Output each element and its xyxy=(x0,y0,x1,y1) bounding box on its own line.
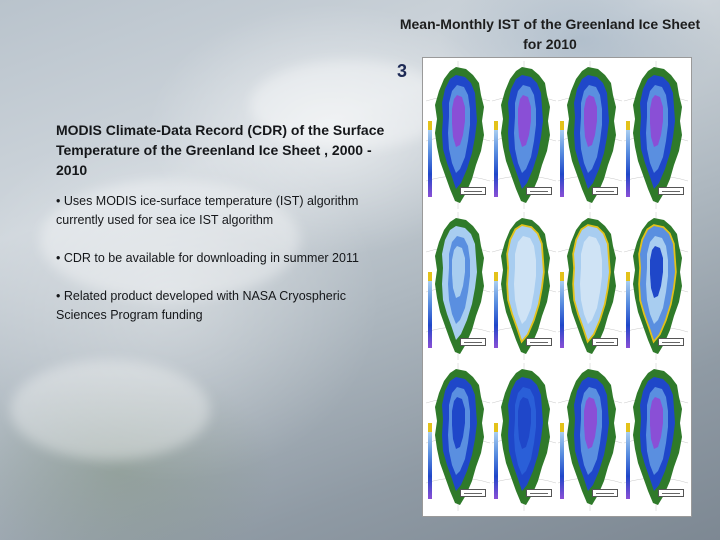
greenland-map xyxy=(558,363,622,511)
map-panel-august xyxy=(624,212,688,360)
month-label-box xyxy=(658,489,684,497)
color-legend-bar xyxy=(626,272,630,348)
month-label-box xyxy=(526,187,552,195)
color-legend-bar xyxy=(494,121,498,197)
map-panel-january xyxy=(426,61,490,209)
map-panel-may xyxy=(426,212,490,360)
month-label-box xyxy=(658,187,684,195)
greenland-map xyxy=(492,61,556,209)
monthly-map-grid xyxy=(422,57,692,517)
map-panel-december xyxy=(624,363,688,511)
map-panel-october xyxy=(492,363,556,511)
color-legend-bar xyxy=(560,121,564,197)
month-label-box xyxy=(592,489,618,497)
text-block: MODIS Climate-Data Record (CDR) of the S… xyxy=(56,120,386,344)
map-panel-july xyxy=(558,212,622,360)
color-legend-bar xyxy=(428,272,432,348)
month-label-box xyxy=(592,338,618,346)
greenland-map xyxy=(558,61,622,209)
month-label-box xyxy=(460,489,486,497)
color-legend-bar xyxy=(428,423,432,499)
month-label-box xyxy=(592,187,618,195)
bullet-item: • Related product developed with NASA Cr… xyxy=(56,289,346,322)
color-legend-bar xyxy=(560,423,564,499)
slide-title: Mean-Monthly IST of the Greenland Ice Sh… xyxy=(399,16,701,52)
map-panel-june xyxy=(492,212,556,360)
greenland-map xyxy=(558,212,622,360)
greenland-map xyxy=(492,363,556,511)
month-label-box xyxy=(526,338,552,346)
color-legend-bar xyxy=(494,272,498,348)
cloud-shape xyxy=(40,180,300,300)
greenland-map xyxy=(624,363,688,511)
map-panel-april xyxy=(624,61,688,209)
greenland-map xyxy=(624,61,688,209)
bullet-item: • Uses MODIS ice-surface temperature (IS… xyxy=(56,194,359,227)
greenland-map xyxy=(624,212,688,360)
greenland-map xyxy=(492,212,556,360)
cloud-shape xyxy=(250,60,450,150)
map-panel-february xyxy=(492,61,556,209)
map-panel-september xyxy=(426,363,490,511)
slide-number: 3 xyxy=(397,61,408,81)
month-label-box xyxy=(460,187,486,195)
month-label-box xyxy=(526,489,552,497)
color-legend-bar xyxy=(428,121,432,197)
map-panel-november xyxy=(558,363,622,511)
greenland-map xyxy=(426,363,490,511)
color-legend-bar xyxy=(626,121,630,197)
color-legend-bar xyxy=(626,423,630,499)
month-label-box xyxy=(460,338,486,346)
map-panel-march xyxy=(558,61,622,209)
color-legend-bar xyxy=(560,272,564,348)
bullet-item: • CDR to be available for downloading in… xyxy=(56,251,359,265)
slide-heading: MODIS Climate-Data Record (CDR) of the S… xyxy=(56,122,385,178)
color-legend-bar xyxy=(494,423,498,499)
greenland-map xyxy=(426,212,490,360)
greenland-map xyxy=(426,61,490,209)
cloud-shape xyxy=(10,360,210,460)
month-label-box xyxy=(658,338,684,346)
